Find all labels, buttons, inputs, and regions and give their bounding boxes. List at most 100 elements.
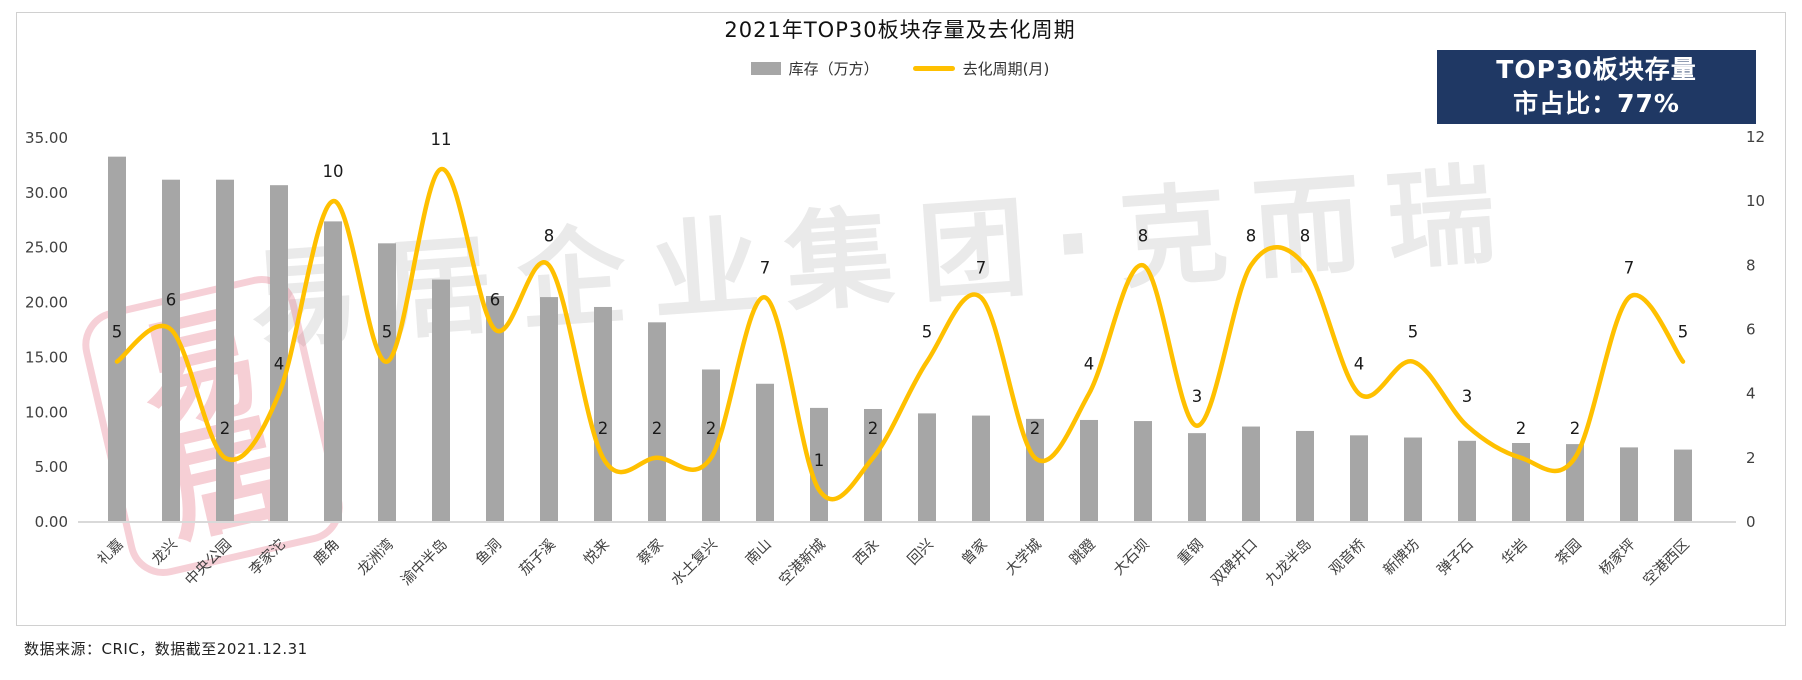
right-axis-tick: 0 xyxy=(1746,513,1756,531)
left-axis-tick: 25.00 xyxy=(25,239,68,257)
x-label-空港西区: 空港西区 xyxy=(1640,536,1693,589)
x-label-观音桥: 观音桥 xyxy=(1326,535,1369,578)
x-label-水土复兴: 水土复兴 xyxy=(667,535,721,589)
right-axis-tick: 10 xyxy=(1746,192,1765,210)
bar-水土复兴 xyxy=(702,369,720,522)
chart-legend: 库存（万方） 去化周期(月) xyxy=(90,58,1710,79)
x-label-中央公园: 中央公园 xyxy=(182,536,235,589)
bar-曾家 xyxy=(972,415,990,522)
bar-杨家坪 xyxy=(1620,447,1638,522)
x-label-回兴: 回兴 xyxy=(904,536,937,569)
x-label-蔡家: 蔡家 xyxy=(634,536,667,569)
bar-渝中半岛 xyxy=(432,279,450,522)
bar-悦来 xyxy=(594,306,612,522)
x-label-双碑井口: 双碑井口 xyxy=(1208,536,1261,589)
line-data-label: 2 xyxy=(1030,419,1041,438)
line-data-label: 7 xyxy=(976,258,987,277)
line-data-label: 8 xyxy=(1246,226,1257,245)
source-note: 数据来源：CRIC，数据截至2021.12.31 xyxy=(24,640,308,658)
bar-重钢 xyxy=(1188,433,1206,522)
x-label-悦来: 悦来 xyxy=(580,535,613,568)
legend-period-label: 去化周期(月) xyxy=(962,60,1050,78)
x-label-空港新城: 空港新城 xyxy=(776,535,829,588)
left-axis-tick: 30.00 xyxy=(25,184,68,202)
x-label-西永: 西永 xyxy=(850,536,883,569)
x-label-茶园: 茶园 xyxy=(1552,536,1585,569)
bar-鹿角 xyxy=(324,221,342,522)
x-label-新牌坊: 新牌坊 xyxy=(1380,536,1423,579)
right-axis-tick: 6 xyxy=(1746,321,1756,339)
bar-礼嘉 xyxy=(108,156,126,522)
line-data-label: 5 xyxy=(1408,323,1419,342)
left-axis-tick: 15.00 xyxy=(25,348,68,366)
line-data-label: 5 xyxy=(382,323,393,342)
right-axis-tick: 8 xyxy=(1746,256,1756,274)
line-data-label: 7 xyxy=(1624,258,1635,277)
line-data-label: 2 xyxy=(652,419,663,438)
legend-line-swatch-icon xyxy=(912,66,955,71)
bar-新牌坊 xyxy=(1404,437,1422,522)
badge-title: TOP30板块存量 xyxy=(1496,55,1697,84)
left-axis-tick: 5.00 xyxy=(35,458,68,476)
x-label-渝中半岛: 渝中半岛 xyxy=(398,536,451,589)
legend-item-period: 去化周期(月) xyxy=(912,58,1050,79)
line-data-label: 11 xyxy=(431,130,452,149)
bar-李家沱 xyxy=(270,185,288,523)
bar-大石坝 xyxy=(1134,421,1152,522)
line-data-label: 3 xyxy=(1192,387,1203,406)
bar-观音桥 xyxy=(1350,435,1368,522)
bar-蔡家 xyxy=(648,322,666,522)
line-data-label: 3 xyxy=(1462,387,1473,406)
x-label-重钢: 重钢 xyxy=(1174,536,1207,569)
line-data-label: 2 xyxy=(598,419,609,438)
x-label-华岩: 华岩 xyxy=(1498,536,1531,569)
bar-南山 xyxy=(756,383,774,522)
bar-龙兴 xyxy=(162,179,180,523)
left-axis-tick: 10.00 xyxy=(25,403,68,421)
bar-大学城 xyxy=(1026,418,1044,522)
legend-inventory-label: 库存（万方） xyxy=(788,60,879,78)
bar-鱼洞 xyxy=(486,295,504,522)
line-data-label: 8 xyxy=(544,226,555,245)
line-series xyxy=(114,166,1686,502)
bar-跳蹬 xyxy=(1080,419,1098,522)
right-axis-tick: 12 xyxy=(1746,128,1765,146)
chart-title: 2021年TOP30板块存量及去化周期 xyxy=(724,18,1076,42)
line-data-label: 4 xyxy=(1354,355,1365,374)
x-label-南山: 南山 xyxy=(742,536,775,569)
line-data-label: 10 xyxy=(323,162,344,181)
x-label-龙兴: 龙兴 xyxy=(148,536,181,569)
line-data-label: 2 xyxy=(868,419,879,438)
line-data-label: 5 xyxy=(112,323,123,342)
bar-双碑井口 xyxy=(1242,426,1260,522)
bar-华岩 xyxy=(1512,443,1530,522)
badge-value: 市占比：77% xyxy=(1513,89,1680,118)
x-label-弹子石: 弹子石 xyxy=(1434,536,1477,579)
bar-回兴 xyxy=(918,413,936,522)
bar-弹子石 xyxy=(1458,440,1476,522)
right-axis-tick: 4 xyxy=(1746,385,1756,403)
line-data-label: 6 xyxy=(166,291,177,310)
x-label-茄子溪: 茄子溪 xyxy=(516,536,559,579)
line-data-label: 5 xyxy=(922,323,933,342)
line-data-label: 4 xyxy=(1084,355,1095,374)
line-data-label: 5 xyxy=(1678,323,1689,342)
x-label-鹿角: 鹿角 xyxy=(310,536,343,569)
bar-九龙半岛 xyxy=(1296,430,1314,522)
left-axis-tick: 20.00 xyxy=(25,294,68,312)
legend-item-inventory: 库存（万方） xyxy=(750,58,879,79)
legend-bar-swatch-icon xyxy=(750,62,781,75)
line-data-label: 6 xyxy=(490,291,501,310)
line-data-label: 2 xyxy=(1570,419,1581,438)
right-axis-tick: 2 xyxy=(1746,449,1756,467)
left-axis-tick: 0.00 xyxy=(35,513,68,531)
line-data-label: 1 xyxy=(814,451,825,470)
x-label-大学城: 大学城 xyxy=(1002,535,1045,578)
x-label-鱼洞: 鱼洞 xyxy=(472,535,505,568)
line-data-label: 8 xyxy=(1300,226,1311,245)
x-label-龙洲湾: 龙洲湾 xyxy=(354,536,397,579)
bar-龙洲湾 xyxy=(378,243,396,522)
line-data-label: 7 xyxy=(760,258,771,277)
